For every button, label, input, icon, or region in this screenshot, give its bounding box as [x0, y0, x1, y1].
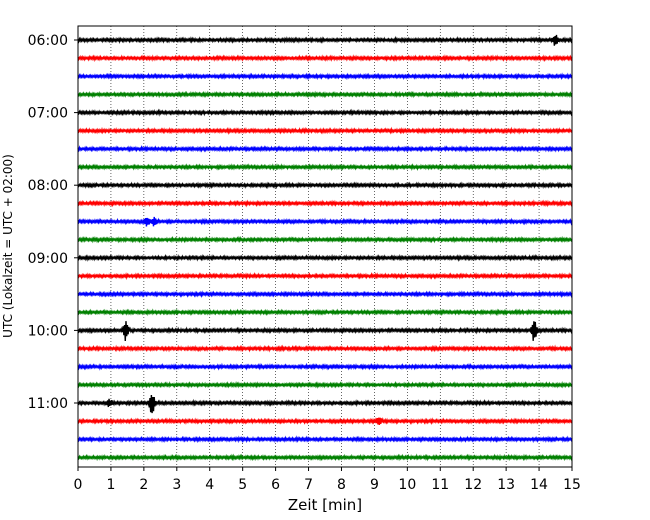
- trace-0645: [77, 90, 573, 99]
- trace-1130: [77, 435, 573, 444]
- trace-0830: [77, 216, 573, 227]
- x-tick-label: 9: [370, 477, 379, 493]
- x-tick-label: 11: [431, 477, 449, 493]
- x-tick-label: 15: [563, 477, 581, 493]
- trace-1045: [77, 380, 573, 389]
- y-tick-label: 10:00: [28, 323, 68, 339]
- trace-0615: [77, 54, 573, 63]
- x-tick-label: 8: [337, 477, 346, 493]
- trace-0930: [77, 290, 573, 299]
- trace-0845: [77, 235, 573, 244]
- x-tick-label: 2: [139, 477, 148, 493]
- trace-1145: [77, 453, 573, 462]
- trace-0730: [77, 144, 573, 153]
- x-tick-label: 1: [106, 477, 115, 493]
- y-tick-label: 06:00: [28, 33, 68, 49]
- plot-frame: [77, 25, 573, 468]
- x-tick-label: 7: [304, 477, 313, 493]
- trace-1015: [77, 344, 573, 353]
- trace-0630: [77, 72, 573, 81]
- x-tick-label: 4: [205, 477, 214, 493]
- y-tick-label: 11:00: [28, 396, 68, 412]
- trace-0815: [77, 199, 573, 208]
- x-tick-label: 10: [398, 477, 416, 493]
- trace-0900: [77, 253, 573, 263]
- trace-0715: [77, 126, 573, 135]
- x-axis-label: Zeit [min]: [288, 496, 362, 514]
- y-axis-ticks: 06:00 07:00 08:00 09:00 10:00 11:00: [28, 33, 78, 412]
- trace-1115: [77, 416, 573, 426]
- seismogram-traces: [77, 34, 573, 462]
- x-tick-label: 6: [271, 477, 280, 493]
- trace-1000: [77, 321, 573, 342]
- trace-0700: [77, 108, 573, 117]
- y-tick-label: 09:00: [28, 251, 68, 267]
- x-tick-label: 5: [238, 477, 247, 493]
- x-tick-label: 14: [530, 477, 548, 493]
- x-axis-ticks: 0 1 2 3 4 5 6 7 8 9 10 11 12 13 14 15: [74, 467, 581, 493]
- trace-0915: [77, 272, 573, 281]
- trace-1100: [77, 394, 573, 414]
- trace-0800: [77, 181, 573, 190]
- trace-1030: [77, 362, 573, 371]
- trace-0600: [77, 34, 573, 46]
- x-tick-label: 3: [172, 477, 181, 493]
- y-axis-label: UTC (Lokalzeit = UTC + 02:00): [1, 154, 15, 338]
- trace-0745: [77, 163, 573, 172]
- y-tick-label: 07:00: [28, 106, 68, 122]
- trace-0945: [77, 308, 573, 317]
- y-tick-label: 08:00: [28, 178, 68, 194]
- x-tick-label: 0: [74, 477, 83, 493]
- x-tick-label: 13: [497, 477, 515, 493]
- x-tick-label: 12: [464, 477, 482, 493]
